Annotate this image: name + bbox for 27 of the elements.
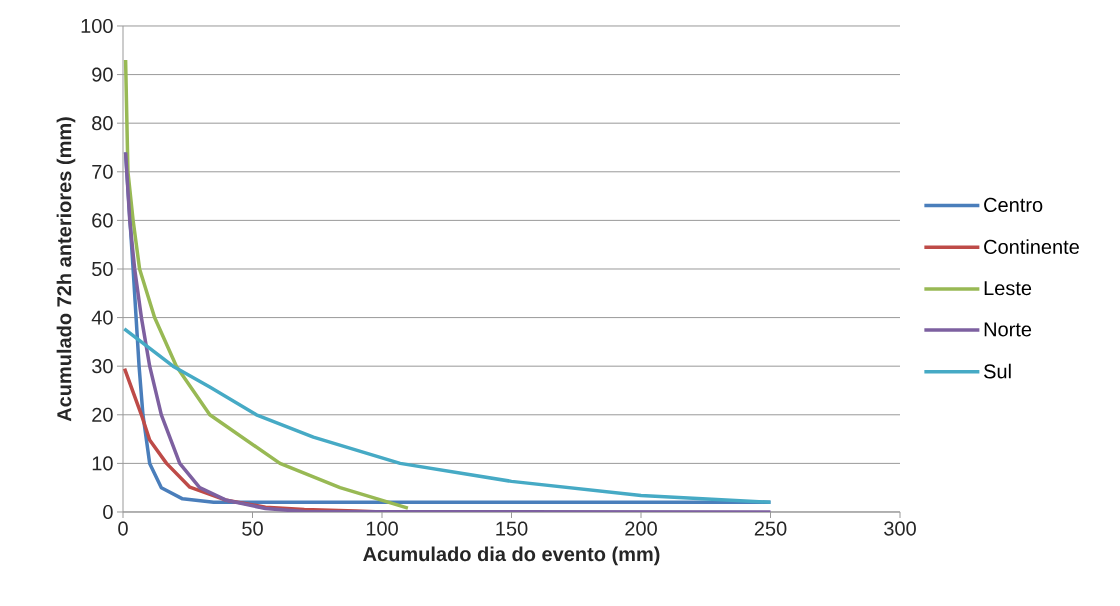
y-tick-label: 20 — [92, 407, 113, 422]
y-tick-label: 70 — [92, 164, 113, 179]
x-tick-label: 200 — [625, 521, 657, 536]
x-axis-title: Acumulado dia do evento (mm) — [363, 546, 660, 566]
y-tick-label: 80 — [92, 116, 113, 131]
y-tick-label: 0 — [103, 504, 113, 520]
legend-label: Leste — [984, 281, 1032, 296]
x-tick-label: 50 — [242, 521, 263, 536]
y-tick-label: 40 — [91, 310, 113, 325]
y-tick-label: 10 — [92, 456, 113, 471]
legend-label: Continente — [984, 239, 1079, 254]
y-tick-label: 100 — [81, 18, 113, 34]
line-series — [123, 327, 773, 505]
line-series — [123, 58, 410, 510]
legend-label: Centro — [984, 197, 1043, 213]
legend-label: Norte — [984, 322, 1032, 337]
x-tick-label: 100 — [366, 521, 398, 536]
y-tick-label: 60 — [92, 213, 113, 228]
y-tick-label: 50 — [92, 261, 113, 277]
y-tick-label: 30 — [92, 359, 113, 374]
x-tick-label: 250 — [754, 521, 787, 536]
legend-label: Sul — [984, 363, 1011, 379]
x-tick-label: 0 — [118, 521, 128, 536]
y-axis-title: Acumulado 72h anteriores (mm) — [56, 117, 76, 422]
x-tick-label: 150 — [496, 521, 528, 536]
y-tick-label: 90 — [92, 67, 113, 82]
x-tick-label: 300 — [884, 521, 916, 536]
